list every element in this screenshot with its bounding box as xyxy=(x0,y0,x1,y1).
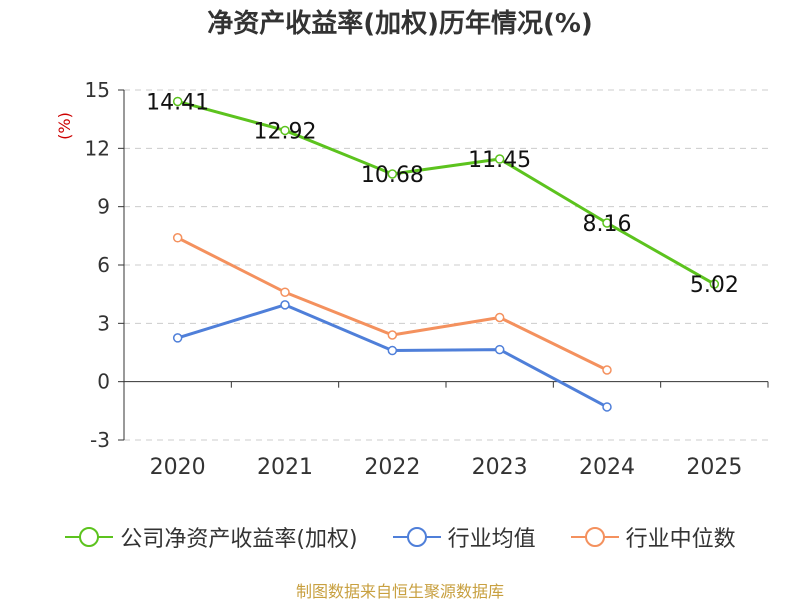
data-label: 10.68 xyxy=(361,163,424,188)
data-point xyxy=(494,312,505,323)
legend-label: 公司净资产收益率(加权) xyxy=(120,527,358,552)
data-label: 12.92 xyxy=(254,119,317,144)
y-axis-label: (%) xyxy=(55,112,74,140)
data-point xyxy=(494,154,505,164)
axes: -3 0 3 6 9 12 15 2020 2021 2022 2023 2024 2025 (%) xyxy=(55,78,769,480)
data-point xyxy=(602,365,612,375)
legend-marker-icon xyxy=(392,527,441,547)
series-line-0 xyxy=(177,100,716,286)
legend-item[interactable]: 行业中位数 xyxy=(570,521,736,553)
chart-title: 净资产收益率(加权)历年情况(%) xyxy=(207,9,593,39)
data-label: 14.41 xyxy=(146,90,209,115)
legend-marker-icon xyxy=(65,527,114,547)
data-point xyxy=(494,344,505,355)
legend-marker-icon xyxy=(570,527,619,547)
data-point xyxy=(602,218,612,228)
data-point xyxy=(709,279,720,289)
y-tick-label: 9 xyxy=(97,195,110,219)
grid-lines xyxy=(124,89,768,441)
data-point xyxy=(387,330,398,340)
data-label: 5.02 xyxy=(690,273,739,298)
legend-label: 行业中位数 xyxy=(625,527,736,552)
data-point xyxy=(280,125,290,136)
data-point xyxy=(280,287,290,297)
x-tick-label: 2022 xyxy=(364,455,420,480)
data-point xyxy=(280,300,290,310)
legend-label: 行业均值 xyxy=(447,527,536,552)
y-tick-label: 6 xyxy=(97,253,110,277)
x-tick-label: 2021 xyxy=(257,455,313,480)
x-tick-label: 2020 xyxy=(150,455,206,480)
y-tick-label: 15 xyxy=(85,78,110,102)
x-tick-label: 2023 xyxy=(472,455,528,480)
data-point xyxy=(172,233,183,243)
data-point xyxy=(172,96,183,107)
legend-item[interactable]: 公司净资产收益率(加权) xyxy=(64,521,358,553)
data-point xyxy=(387,169,398,179)
data-labels: 14.41 12.92 10.68 11.45 8.16 5.02 xyxy=(146,90,739,298)
data-label: 11.45 xyxy=(468,148,531,173)
y-tick-label: -3 xyxy=(90,428,110,452)
source-note: 制图数据来自恒生聚源数据库 xyxy=(295,582,504,601)
data-point xyxy=(602,402,612,412)
data-point xyxy=(172,333,183,343)
y-tick-label: 0 xyxy=(97,370,110,394)
data-label: 8.16 xyxy=(583,212,632,237)
y-tick-label: 3 xyxy=(97,311,110,335)
series-line-1 xyxy=(177,303,608,409)
legend-item[interactable]: 行业均值 xyxy=(392,521,536,553)
legend: 公司净资产收益率(加权) 行业均值 行业中位数 xyxy=(0,517,800,557)
y-tick-label: 12 xyxy=(85,136,110,160)
x-tick-label: 2024 xyxy=(579,455,635,480)
series-lines xyxy=(172,96,720,412)
x-tick-label: 2025 xyxy=(686,455,742,480)
data-point xyxy=(387,345,398,356)
